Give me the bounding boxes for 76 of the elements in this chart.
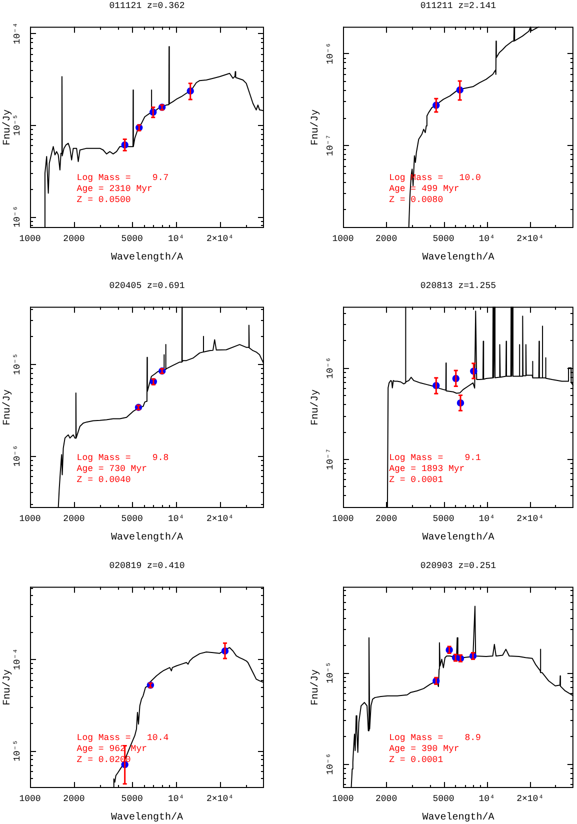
x-tick-label: 10⁴: [478, 234, 495, 244]
annotation: Z = 0.0080: [389, 195, 444, 206]
x-tick-label: 2×10⁴: [516, 794, 544, 804]
annotation: Age = 499 Myr: [389, 184, 460, 194]
x-axis-title: Wavelength/A: [110, 252, 184, 264]
x-tick-label: 5000: [432, 514, 454, 524]
y-tick-label: 10⁻⁷: [326, 448, 336, 470]
annotation: Age = 1893 Myr: [389, 464, 465, 474]
chart-title: 011211 z=2.141: [420, 0, 496, 11]
x-axis-title: Wavelength/A: [110, 532, 184, 544]
y-tick-label: 10⁻⁵: [12, 740, 23, 762]
chart-title: 011121 z=0.362: [109, 0, 185, 11]
y-tick-label: 10⁻⁶: [326, 753, 336, 775]
x-tick-label: 1000: [332, 234, 354, 244]
x-tick-label: 2000: [375, 234, 398, 244]
annotation: Log Mass = 9.1: [389, 453, 481, 464]
y-tick-label: 10⁻⁶: [12, 206, 23, 228]
x-axis-title: Wavelength/A: [422, 532, 494, 544]
x-tick-label: 2000: [375, 794, 398, 804]
y-tick-label: 10⁻⁷: [326, 134, 336, 156]
x-tick-label: 5000: [121, 234, 143, 244]
x-tick-label: 2000: [375, 514, 398, 524]
x-tick-label: 2×10⁴: [516, 514, 544, 524]
x-tick-label: 10⁴: [168, 514, 184, 524]
annotation: Age = 390 Myr: [389, 744, 460, 754]
annotation: Log Mass = 9.8: [76, 453, 169, 464]
x-tick-label: 10⁴: [478, 514, 495, 524]
annotation: Log Mass = 8.9: [389, 733, 481, 744]
x-tick-label: 1000: [332, 514, 354, 524]
y-axis-title: Fnu/Jy: [310, 669, 322, 706]
annotation: Age = 2310 Myr: [76, 184, 152, 194]
annotation: Z = 0.0001: [389, 475, 444, 486]
x-tick-label: 2×10⁴: [206, 794, 234, 804]
x-tick-label: 5000: [432, 794, 454, 804]
x-tick-label: 1000: [19, 234, 41, 244]
x-tick-label: 10⁴: [168, 234, 184, 244]
x-tick-label: 10⁴: [168, 794, 184, 804]
y-tick-label: 10⁻⁵: [12, 353, 23, 375]
x-tick-label: 2000: [63, 234, 85, 244]
annotation: Z = 0.0500: [76, 195, 131, 206]
annotation: Log Mass = 10.4: [76, 733, 169, 744]
annotation: Age = 730 Myr: [76, 464, 148, 474]
x-tick-label: 2×10⁴: [516, 234, 544, 244]
y-tick-label: 10⁻⁶: [326, 357, 336, 379]
x-tick-label: 5000: [121, 794, 143, 804]
annotation: Log Mass = 9.7: [76, 173, 169, 184]
x-tick-label: 2×10⁴: [206, 514, 234, 524]
y-axis-title: Fnu/Jy: [310, 109, 322, 146]
x-tick-label: 5000: [432, 234, 454, 244]
chart-title: 020813 z=1.255: [420, 280, 496, 291]
x-axis-title: Wavelength/A: [110, 812, 184, 824]
chart-title: 020405 z=0.691: [109, 280, 185, 291]
y-tick-label: 10⁻⁴: [12, 22, 23, 44]
y-axis-title: Fnu/Jy: [2, 669, 14, 706]
chart-title: 020819 z=0.410: [109, 560, 185, 571]
x-tick-label: 2×10⁴: [206, 234, 234, 244]
x-tick-label: 1000: [332, 794, 354, 804]
y-tick-label: 10⁻⁵: [12, 114, 23, 136]
x-tick-label: 1000: [19, 514, 41, 524]
x-tick-label: 2000: [63, 794, 85, 804]
x-axis-title: Wavelength/A: [422, 252, 494, 264]
x-tick-label: 5000: [121, 514, 143, 524]
annotation: Z = 0.0001: [389, 755, 444, 766]
chart-title: 020903 z=0.251: [420, 560, 496, 571]
y-axis-title: Fnu/Jy: [310, 389, 322, 426]
y-axis-title: Fnu/Jy: [2, 109, 14, 146]
x-tick-label: 1000: [19, 794, 41, 804]
x-tick-label: 10⁴: [478, 794, 495, 804]
x-tick-label: 2000: [63, 514, 85, 524]
y-tick-label: 10⁻⁶: [326, 42, 336, 64]
x-axis-title: Wavelength/A: [422, 812, 494, 824]
y-tick-label: 10⁻⁴: [12, 648, 23, 670]
annotation: Z = 0.0040: [76, 475, 131, 486]
y-axis-title: Fnu/Jy: [2, 389, 14, 426]
y-tick-label: 10⁻⁵: [326, 662, 336, 684]
y-tick-label: 10⁻⁶: [12, 444, 23, 467]
